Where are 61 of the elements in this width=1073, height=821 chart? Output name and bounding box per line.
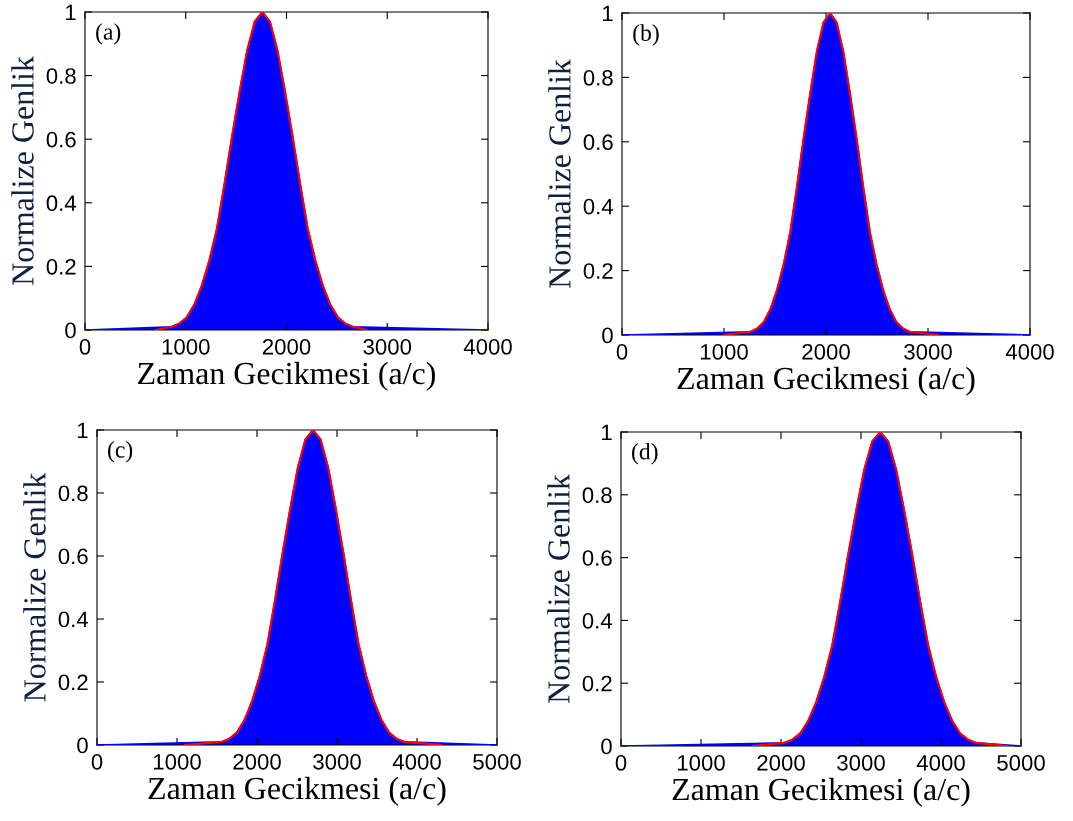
annotation: (d)	[632, 442, 658, 465]
x-tick-label: 2000	[802, 343, 850, 360]
y-tick-label: 1	[78, 422, 88, 439]
annotation: (b)	[633, 24, 659, 46]
y-tick-label: 0.8	[46, 68, 76, 84]
x-tick-label: 3000	[313, 753, 361, 770]
x-tick-label: 1000	[153, 753, 201, 770]
x-tick-label: 2000	[233, 753, 281, 770]
x-tick-label: 0	[615, 754, 627, 771]
y-tick-label: 0.2	[58, 674, 88, 691]
line-series	[751, 432, 1009, 746]
x-axis-title: Zaman Gecikmesi (a/c)	[672, 777, 970, 807]
y-tick-label: 0.6	[46, 131, 76, 148]
x-tick-label: 5000	[473, 753, 521, 770]
y-tick-label: 0.8	[583, 69, 613, 86]
y-tick-label: 0.6	[58, 548, 88, 565]
y-tick-label: 0.2	[582, 675, 612, 692]
x-tick-label: 0	[616, 343, 628, 360]
y-axis-title: Normalize Genlik	[548, 59, 571, 288]
x-tick-label: 5000	[997, 754, 1045, 771]
y-tick-label: 0.8	[582, 487, 612, 504]
y-tick-label: 0	[77, 737, 88, 754]
y-axis-title: Normalize Genlik	[11, 56, 34, 285]
y-tick-label: 0.2	[583, 263, 613, 279]
x-tick-label: 3000	[904, 343, 952, 360]
y-tick-label: 0	[602, 327, 613, 344]
x-axis-title: Zaman Gecikmesi (a/c)	[138, 361, 435, 391]
x-tick-label: 4000	[916, 754, 965, 771]
annotation: (c)	[108, 441, 133, 463]
y-axis-title: Normalize Genlik	[23, 472, 46, 702]
x-axis-title: Zaman Gecikmesi (a/c)	[148, 776, 446, 806]
line-series	[722, 13, 940, 335]
x-tick-label: 1000	[162, 338, 210, 355]
y-tick-label: 0.6	[582, 550, 612, 566]
x-tick-label: 2000	[262, 338, 311, 355]
x-tick-label: 2000	[757, 754, 805, 771]
y-axis-title: Normalize Genlik	[547, 474, 570, 703]
x-tick-label: 4000	[463, 338, 512, 355]
x-tick-label: 4000	[1005, 343, 1054, 360]
y-tick-label: 0	[65, 322, 76, 339]
x-tick-label: 3000	[837, 754, 885, 771]
y-tick-label: 0.4	[583, 198, 614, 215]
y-tick-label: 0.2	[46, 258, 76, 275]
annotation: (a)	[96, 23, 121, 45]
y-tick-label: 0	[601, 738, 612, 755]
y-tick-label: 0.4	[58, 611, 89, 628]
y-tick-label: 0.8	[58, 485, 88, 502]
x-tick-label: 1000	[700, 343, 748, 360]
line-series	[154, 12, 369, 330]
y-tick-label: 0.4	[582, 612, 613, 629]
x-tick-label: 4000	[392, 753, 441, 770]
y-tick-label: 1	[602, 424, 612, 441]
x-tick-label: 0	[91, 753, 103, 770]
x-axis-title: Zaman Gecikmesi (a/c)	[677, 366, 975, 396]
y-tick-label: 0.6	[583, 134, 613, 151]
y-tick-label: 1	[603, 5, 613, 22]
y-tick-label: 0.4	[46, 195, 77, 212]
line-series	[183, 430, 443, 745]
x-tick-label: 1000	[677, 754, 725, 771]
x-tick-label: 3000	[363, 338, 412, 355]
y-tick-label: 1	[66, 4, 76, 21]
